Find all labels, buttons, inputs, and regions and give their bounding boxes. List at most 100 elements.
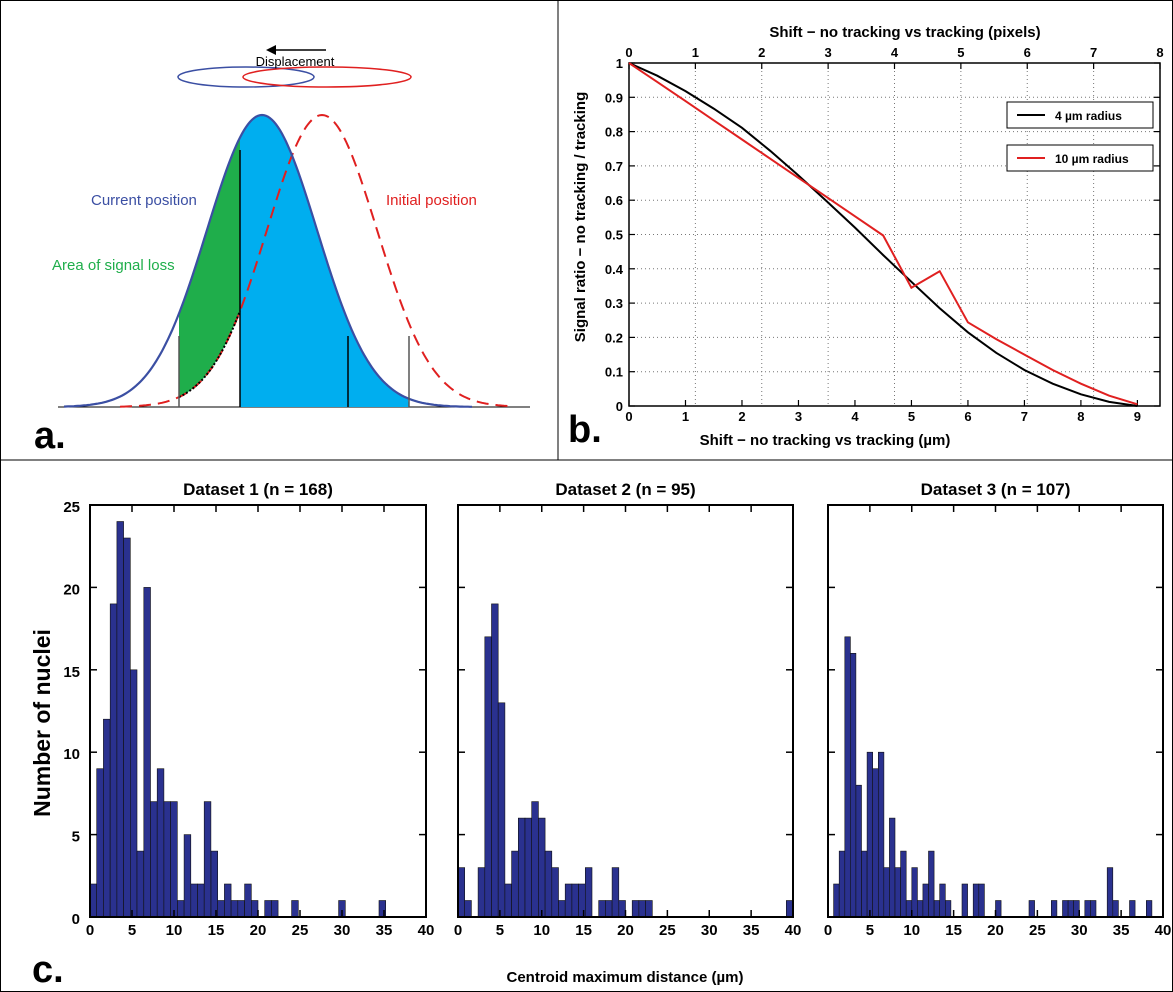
legend-label-1: 4 µm radius bbox=[1055, 109, 1122, 123]
histogram-bar bbox=[183, 834, 192, 918]
histogram-bar bbox=[861, 850, 868, 918]
histogram-bar bbox=[197, 883, 205, 918]
histogram-bar bbox=[849, 652, 857, 918]
panel-b-line-chart: 0 1 2 3 4 5 6 7 8 90 1 2 3 4 5 6 7 800.10.20.30.40.50.60.… bbox=[568, 24, 1164, 451]
panel-a-diagram: Displacement Current position Initial po… bbox=[34, 45, 530, 457]
x-tick-label: 25 bbox=[1029, 922, 1046, 939]
histogram-bar bbox=[900, 850, 907, 918]
histogram-bar bbox=[244, 883, 252, 918]
histogram-bar bbox=[237, 900, 245, 918]
x-tick-label: 0 bbox=[454, 922, 462, 939]
initial-position-curve bbox=[119, 113, 514, 408]
x-tick-label: 15 bbox=[945, 922, 962, 939]
histogram-bar bbox=[504, 883, 512, 918]
x-tick-label: 5 bbox=[908, 409, 915, 424]
histogram-group: 0 5 10 15 20 25 30 35 40 0 5 10 15 20 25 Dataset 1 (n =… bbox=[63, 480, 1171, 939]
histogram-bar bbox=[524, 817, 532, 918]
histogram-bar bbox=[638, 900, 646, 918]
x-tick-label: 1 bbox=[682, 409, 689, 424]
histogram-bar bbox=[605, 900, 613, 918]
y-tick-label: 0.9 bbox=[605, 90, 623, 105]
histogram-bar bbox=[631, 900, 640, 918]
y-tick-label: 1 bbox=[616, 56, 623, 71]
histogram-bar bbox=[96, 768, 104, 918]
histogram-bar bbox=[123, 537, 131, 918]
y-tick-label: 0.7 bbox=[605, 159, 623, 174]
x-tick-label: 20 bbox=[617, 922, 634, 939]
histogram-bar bbox=[457, 867, 465, 918]
histogram-bar bbox=[833, 883, 840, 918]
y-tick-label: 0.1 bbox=[605, 365, 623, 380]
x-tick-label: 35 bbox=[1113, 922, 1130, 939]
y-tick-label: 0.5 bbox=[605, 228, 623, 243]
x-tick-label: 15 bbox=[208, 922, 225, 939]
histogram-bar bbox=[995, 900, 1002, 918]
histogram-bar bbox=[584, 867, 593, 918]
histogram-bar bbox=[531, 801, 539, 918]
histogram-bar bbox=[163, 801, 171, 918]
histogram-bar bbox=[203, 801, 212, 918]
histogram-bar bbox=[866, 751, 873, 918]
series-line-1 bbox=[628, 62, 1138, 407]
histogram-bar bbox=[103, 718, 111, 918]
y-tick-label: 10 bbox=[63, 746, 80, 763]
y-tick-label: 20 bbox=[63, 581, 80, 598]
histogram-bar bbox=[1051, 900, 1058, 918]
legend-label-2: 10 µm radius bbox=[1055, 152, 1129, 166]
histogram-bar bbox=[251, 900, 259, 918]
x2-tick-label: 0 bbox=[625, 45, 632, 60]
x-tick-label: 2 bbox=[738, 409, 745, 424]
histogram-bar bbox=[558, 900, 566, 918]
y-tick-label: 15 bbox=[63, 664, 80, 681]
histogram-bar bbox=[978, 883, 985, 918]
x2-tick-label: 1 bbox=[692, 45, 699, 60]
histogram-bar bbox=[291, 900, 299, 918]
histogram-bar bbox=[150, 801, 158, 918]
x-tick-label: 9 bbox=[1134, 409, 1141, 424]
displacement-label: Displacement bbox=[256, 54, 335, 69]
histogram-bar bbox=[538, 817, 546, 918]
x-tick-label: 35 bbox=[743, 922, 760, 939]
x2-tick-label: 6 bbox=[1024, 45, 1031, 60]
histogram-bar bbox=[491, 603, 499, 918]
x-tick-label: 10 bbox=[533, 922, 550, 939]
histogram-bar bbox=[564, 883, 573, 918]
x-tick-label: 0 bbox=[86, 922, 94, 939]
initial-position-ellipse bbox=[242, 66, 412, 88]
histogram-bar bbox=[894, 867, 901, 918]
x2-tick-label: 7 bbox=[1090, 45, 1097, 60]
x-tick-label: 0 bbox=[824, 922, 832, 939]
arrow-head-icon bbox=[266, 45, 276, 55]
x-tick-label: 6 bbox=[964, 409, 971, 424]
histogram-bar bbox=[611, 867, 620, 918]
y-tick-label: 25 bbox=[63, 499, 80, 516]
histogram-title: Dataset 1 (n = 168) bbox=[183, 480, 333, 499]
current-position-ellipse bbox=[177, 66, 315, 88]
histogram-bar bbox=[230, 900, 239, 918]
current-position-curve bbox=[63, 113, 472, 408]
histogram-bar bbox=[130, 669, 138, 918]
histogram-bar bbox=[1084, 900, 1091, 918]
histogram-bar bbox=[464, 900, 472, 918]
histogram-bar bbox=[551, 867, 559, 918]
histogram-bar bbox=[1146, 900, 1153, 918]
histogram-bar bbox=[944, 900, 952, 918]
panel-c-histograms: 0 5 10 15 20 25 30 35 40 0 5 10 15 20 25 Dataset 1 (n =… bbox=[29, 480, 1171, 991]
x-tick-label: 5 bbox=[866, 922, 874, 939]
histogram-bar bbox=[911, 867, 918, 918]
x-tick-label: 5 bbox=[496, 922, 504, 939]
current-position-label: Current position bbox=[91, 192, 197, 209]
x-tick-label: 7 bbox=[1021, 409, 1028, 424]
histogram-bar bbox=[477, 867, 486, 918]
histogram-bar bbox=[933, 900, 940, 918]
x2-tick-label: 5 bbox=[957, 45, 964, 60]
y-axis-label: Signal ratio − no tracking / tracking bbox=[572, 92, 589, 342]
signal-loss-boundary bbox=[178, 310, 241, 398]
histogram-bar bbox=[156, 768, 165, 918]
histogram-bar bbox=[109, 603, 118, 918]
histogram-bar bbox=[1028, 900, 1035, 918]
histogram-bar bbox=[883, 867, 890, 918]
series-lines bbox=[628, 62, 1138, 407]
histogram-bar bbox=[838, 850, 846, 918]
histogram-bar bbox=[1112, 900, 1119, 918]
